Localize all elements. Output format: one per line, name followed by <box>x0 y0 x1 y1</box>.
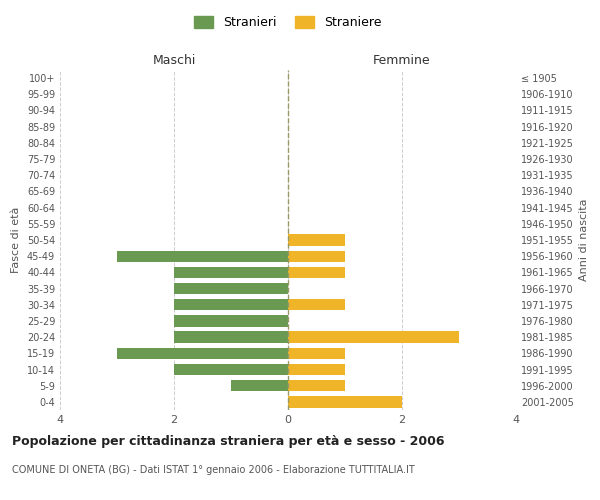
Bar <box>288 250 345 262</box>
Bar <box>288 234 345 246</box>
Text: COMUNE DI ONETA (BG) - Dati ISTAT 1° gennaio 2006 - Elaborazione TUTTITALIA.IT: COMUNE DI ONETA (BG) - Dati ISTAT 1° gen… <box>12 465 415 475</box>
Bar <box>174 332 288 343</box>
Bar <box>174 299 288 310</box>
Bar <box>174 266 288 278</box>
Y-axis label: Fasce di età: Fasce di età <box>11 207 21 273</box>
Y-axis label: Anni di nascita: Anni di nascita <box>579 198 589 281</box>
Text: Femmine: Femmine <box>373 54 431 67</box>
Bar <box>174 283 288 294</box>
Legend: Stranieri, Straniere: Stranieri, Straniere <box>190 11 386 34</box>
Bar <box>288 332 459 343</box>
Bar <box>288 396 402 407</box>
Bar <box>174 364 288 375</box>
Bar <box>288 364 345 375</box>
Bar <box>288 380 345 392</box>
Text: Maschi: Maschi <box>152 54 196 67</box>
Bar <box>288 348 345 359</box>
Bar <box>117 348 288 359</box>
Bar <box>231 380 288 392</box>
Bar <box>117 250 288 262</box>
Text: Popolazione per cittadinanza straniera per età e sesso - 2006: Popolazione per cittadinanza straniera p… <box>12 435 445 448</box>
Bar <box>288 299 345 310</box>
Bar <box>174 316 288 326</box>
Bar <box>288 266 345 278</box>
